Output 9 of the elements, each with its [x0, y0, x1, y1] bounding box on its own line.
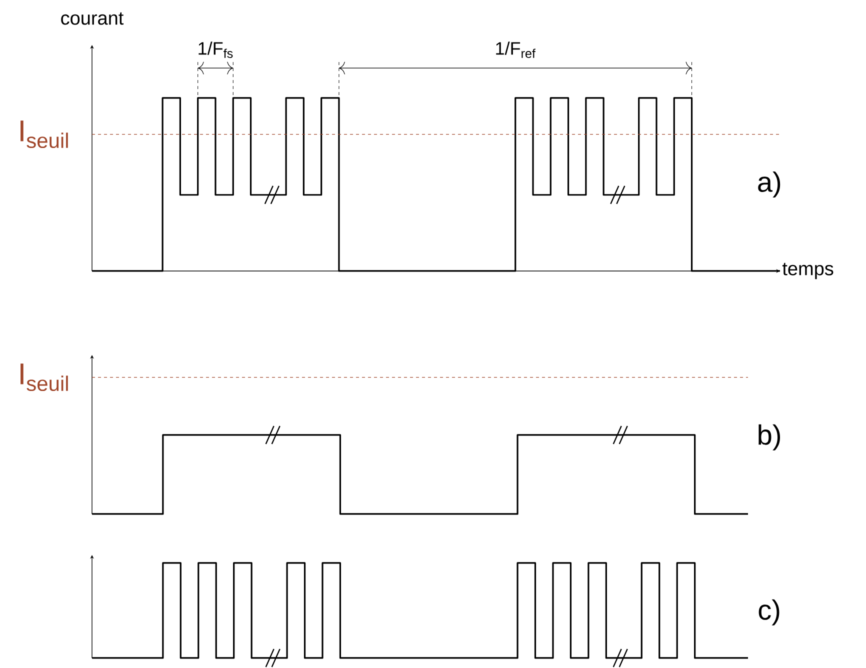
ref-line-label: I$_{seuil}$	[20, 364, 68, 392]
text: 1/F$_{ref}$	[496, 42, 536, 58]
text: c)	[758, 599, 780, 626]
x-axis-title: temps	[782, 262, 834, 280]
y-axis-title: courant	[61, 12, 124, 25]
text: b)	[758, 424, 780, 450]
ref-line-label: I$_{seuil}$	[20, 120, 68, 148]
annotation: a)	[758, 171, 780, 198]
text: 1/F$_{fs}$	[198, 42, 233, 58]
